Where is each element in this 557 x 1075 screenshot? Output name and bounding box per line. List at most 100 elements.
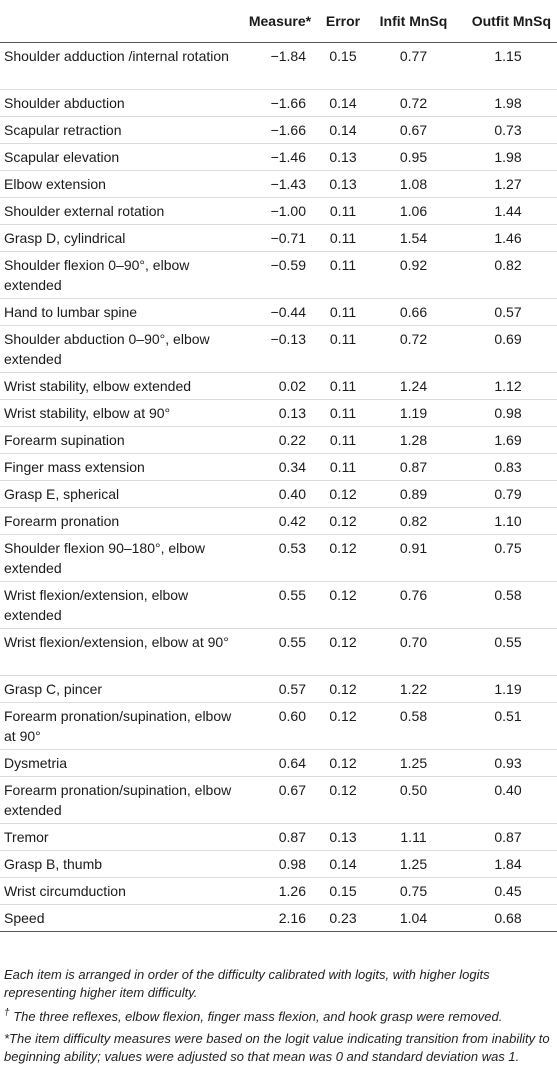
cell-infit: 1.06 (368, 197, 459, 225)
cell-measure: −0.13 (242, 325, 318, 373)
cell-measure: 0.22 (242, 426, 318, 454)
cell-infit: 0.72 (368, 325, 459, 373)
cell-measure: 0.64 (242, 749, 318, 777)
cell-infit: 0.95 (368, 143, 459, 171)
table-row: Shoulder external rotation −1.00 0.11 1.06 1… (0, 197, 557, 225)
cell-measure: 2.16 (242, 904, 318, 932)
table-row: Tremor 0.87 0.13 1.11 0.87 (0, 823, 557, 851)
header-infit: Infit MnSq (368, 0, 459, 43)
cell-item: Grasp E, spherical (0, 480, 242, 508)
cell-measure: 1.26 (242, 877, 318, 905)
cell-error: 0.12 (318, 507, 368, 535)
cell-error: 0.15 (318, 42, 368, 90)
cell-error: 0.11 (318, 399, 368, 427)
cell-measure: −1.43 (242, 170, 318, 198)
cell-error: 0.11 (318, 325, 368, 373)
cell-measure: 0.98 (242, 850, 318, 878)
table-row: Finger mass extension 0.34 0.11 0.87 0.83 (0, 453, 557, 481)
cell-outfit: 1.19 (459, 675, 557, 703)
cell-outfit: 0.68 (459, 904, 557, 932)
table-row: Forearm pronation/supination, elbow exte… (0, 776, 557, 824)
cell-error: 0.11 (318, 453, 368, 481)
table-row: Forearm pronation/supination, elbow at 9… (0, 702, 557, 750)
cell-infit: 0.75 (368, 877, 459, 905)
cell-measure: 0.02 (242, 372, 318, 400)
table-row: Grasp B, thumb 0.98 0.14 1.25 1.84 (0, 850, 557, 878)
cell-outfit: 0.83 (459, 453, 557, 481)
cell-error: 0.14 (318, 89, 368, 117)
cell-item: Speed (0, 904, 242, 932)
cell-measure: −0.71 (242, 224, 318, 252)
cell-error: 0.15 (318, 877, 368, 905)
cell-item: Wrist stability, elbow at 90° (0, 399, 242, 427)
cell-infit: 1.25 (368, 749, 459, 777)
cell-item: Grasp C, pincer (0, 675, 242, 703)
cell-outfit: 1.12 (459, 372, 557, 400)
table-row: Shoulder adduction /internal rotation −1.… (0, 42, 557, 90)
cell-measure: 0.34 (242, 453, 318, 481)
cell-error: 0.12 (318, 702, 368, 750)
cell-error: 0.12 (318, 480, 368, 508)
cell-infit: 0.67 (368, 116, 459, 144)
cell-outfit: 1.69 (459, 426, 557, 454)
table-row: Shoulder flexion 90–180°, elbow extended… (0, 534, 557, 582)
cell-error: 0.12 (318, 581, 368, 629)
footnote-ordering: Each item is arranged in order of the di… (4, 967, 490, 1000)
cell-measure: −1.46 (242, 143, 318, 171)
cell-measure: 0.57 (242, 675, 318, 703)
header-measure: Measure* (242, 0, 318, 43)
cell-error: 0.23 (318, 904, 368, 932)
cell-outfit: 1.98 (459, 89, 557, 117)
cell-error: 0.14 (318, 850, 368, 878)
table-row: Shoulder abduction −1.66 0.14 0.72 1.98 (0, 89, 557, 117)
cell-error: 0.12 (318, 776, 368, 824)
cell-item: Grasp D, cylindrical (0, 224, 242, 252)
cell-infit: 1.28 (368, 426, 459, 454)
cell-item: Forearm pronation (0, 507, 242, 535)
table-row: Shoulder abduction 0–90°, elbow extended… (0, 325, 557, 373)
cell-measure: 0.55 (242, 628, 318, 676)
cell-infit: 0.76 (368, 581, 459, 629)
cell-measure: −0.59 (242, 251, 318, 299)
table-row: Hand to lumbar spine −0.44 0.11 0.66 0.57 (0, 298, 557, 326)
cell-item: Wrist stability, elbow extended (0, 372, 242, 400)
cell-item: Shoulder abduction (0, 89, 242, 117)
cell-outfit: 0.73 (459, 116, 557, 144)
cell-item: Elbow extension (0, 170, 242, 198)
table-row: Scapular retraction −1.66 0.14 0.67 0.73 (0, 116, 557, 144)
cell-error: 0.11 (318, 426, 368, 454)
table-header: Measure* Error Infit MnSq Outfit MnSq (0, 0, 557, 43)
table-row: Elbow extension −1.43 0.13 1.08 1.27 (0, 170, 557, 198)
cell-infit: 1.04 (368, 904, 459, 932)
table-row: Forearm pronation 0.42 0.12 0.82 1.10 (0, 507, 557, 535)
cell-infit: 0.87 (368, 453, 459, 481)
cell-outfit: 0.93 (459, 749, 557, 777)
cell-measure: 0.53 (242, 534, 318, 582)
cell-error: 0.11 (318, 298, 368, 326)
table-row: Wrist flexion/extension, elbow at 90° 0.5… (0, 628, 557, 676)
table-row: Forearm supination 0.22 0.11 1.28 1.69 (0, 426, 557, 454)
cell-error: 0.12 (318, 534, 368, 582)
cell-infit: 0.72 (368, 89, 459, 117)
cell-infit: 0.70 (368, 628, 459, 676)
cell-infit: 1.22 (368, 675, 459, 703)
cell-measure: 0.42 (242, 507, 318, 535)
cell-item: Grasp B, thumb (0, 850, 242, 878)
footnote-dagger: † (4, 1007, 10, 1019)
header-outfit: Outfit MnSq (459, 0, 557, 43)
cell-measure: 0.60 (242, 702, 318, 750)
cell-outfit: 0.69 (459, 325, 557, 373)
cell-error: 0.12 (318, 675, 368, 703)
cell-item: Wrist flexion/extension, elbow at 90° (0, 628, 242, 676)
header-row: Measure* Error Infit MnSq Outfit MnSq (0, 0, 557, 43)
cell-outfit: 1.98 (459, 143, 557, 171)
cell-item: Tremor (0, 823, 242, 851)
cell-item: Finger mass extension (0, 453, 242, 481)
cell-measure: −1.00 (242, 197, 318, 225)
cell-measure: −0.44 (242, 298, 318, 326)
cell-measure: 0.55 (242, 581, 318, 629)
cell-measure: −1.84 (242, 42, 318, 90)
table-body: Shoulder adduction /internal rotation −1.… (0, 42, 557, 932)
cell-outfit: 0.40 (459, 776, 557, 824)
cell-error: 0.11 (318, 251, 368, 299)
